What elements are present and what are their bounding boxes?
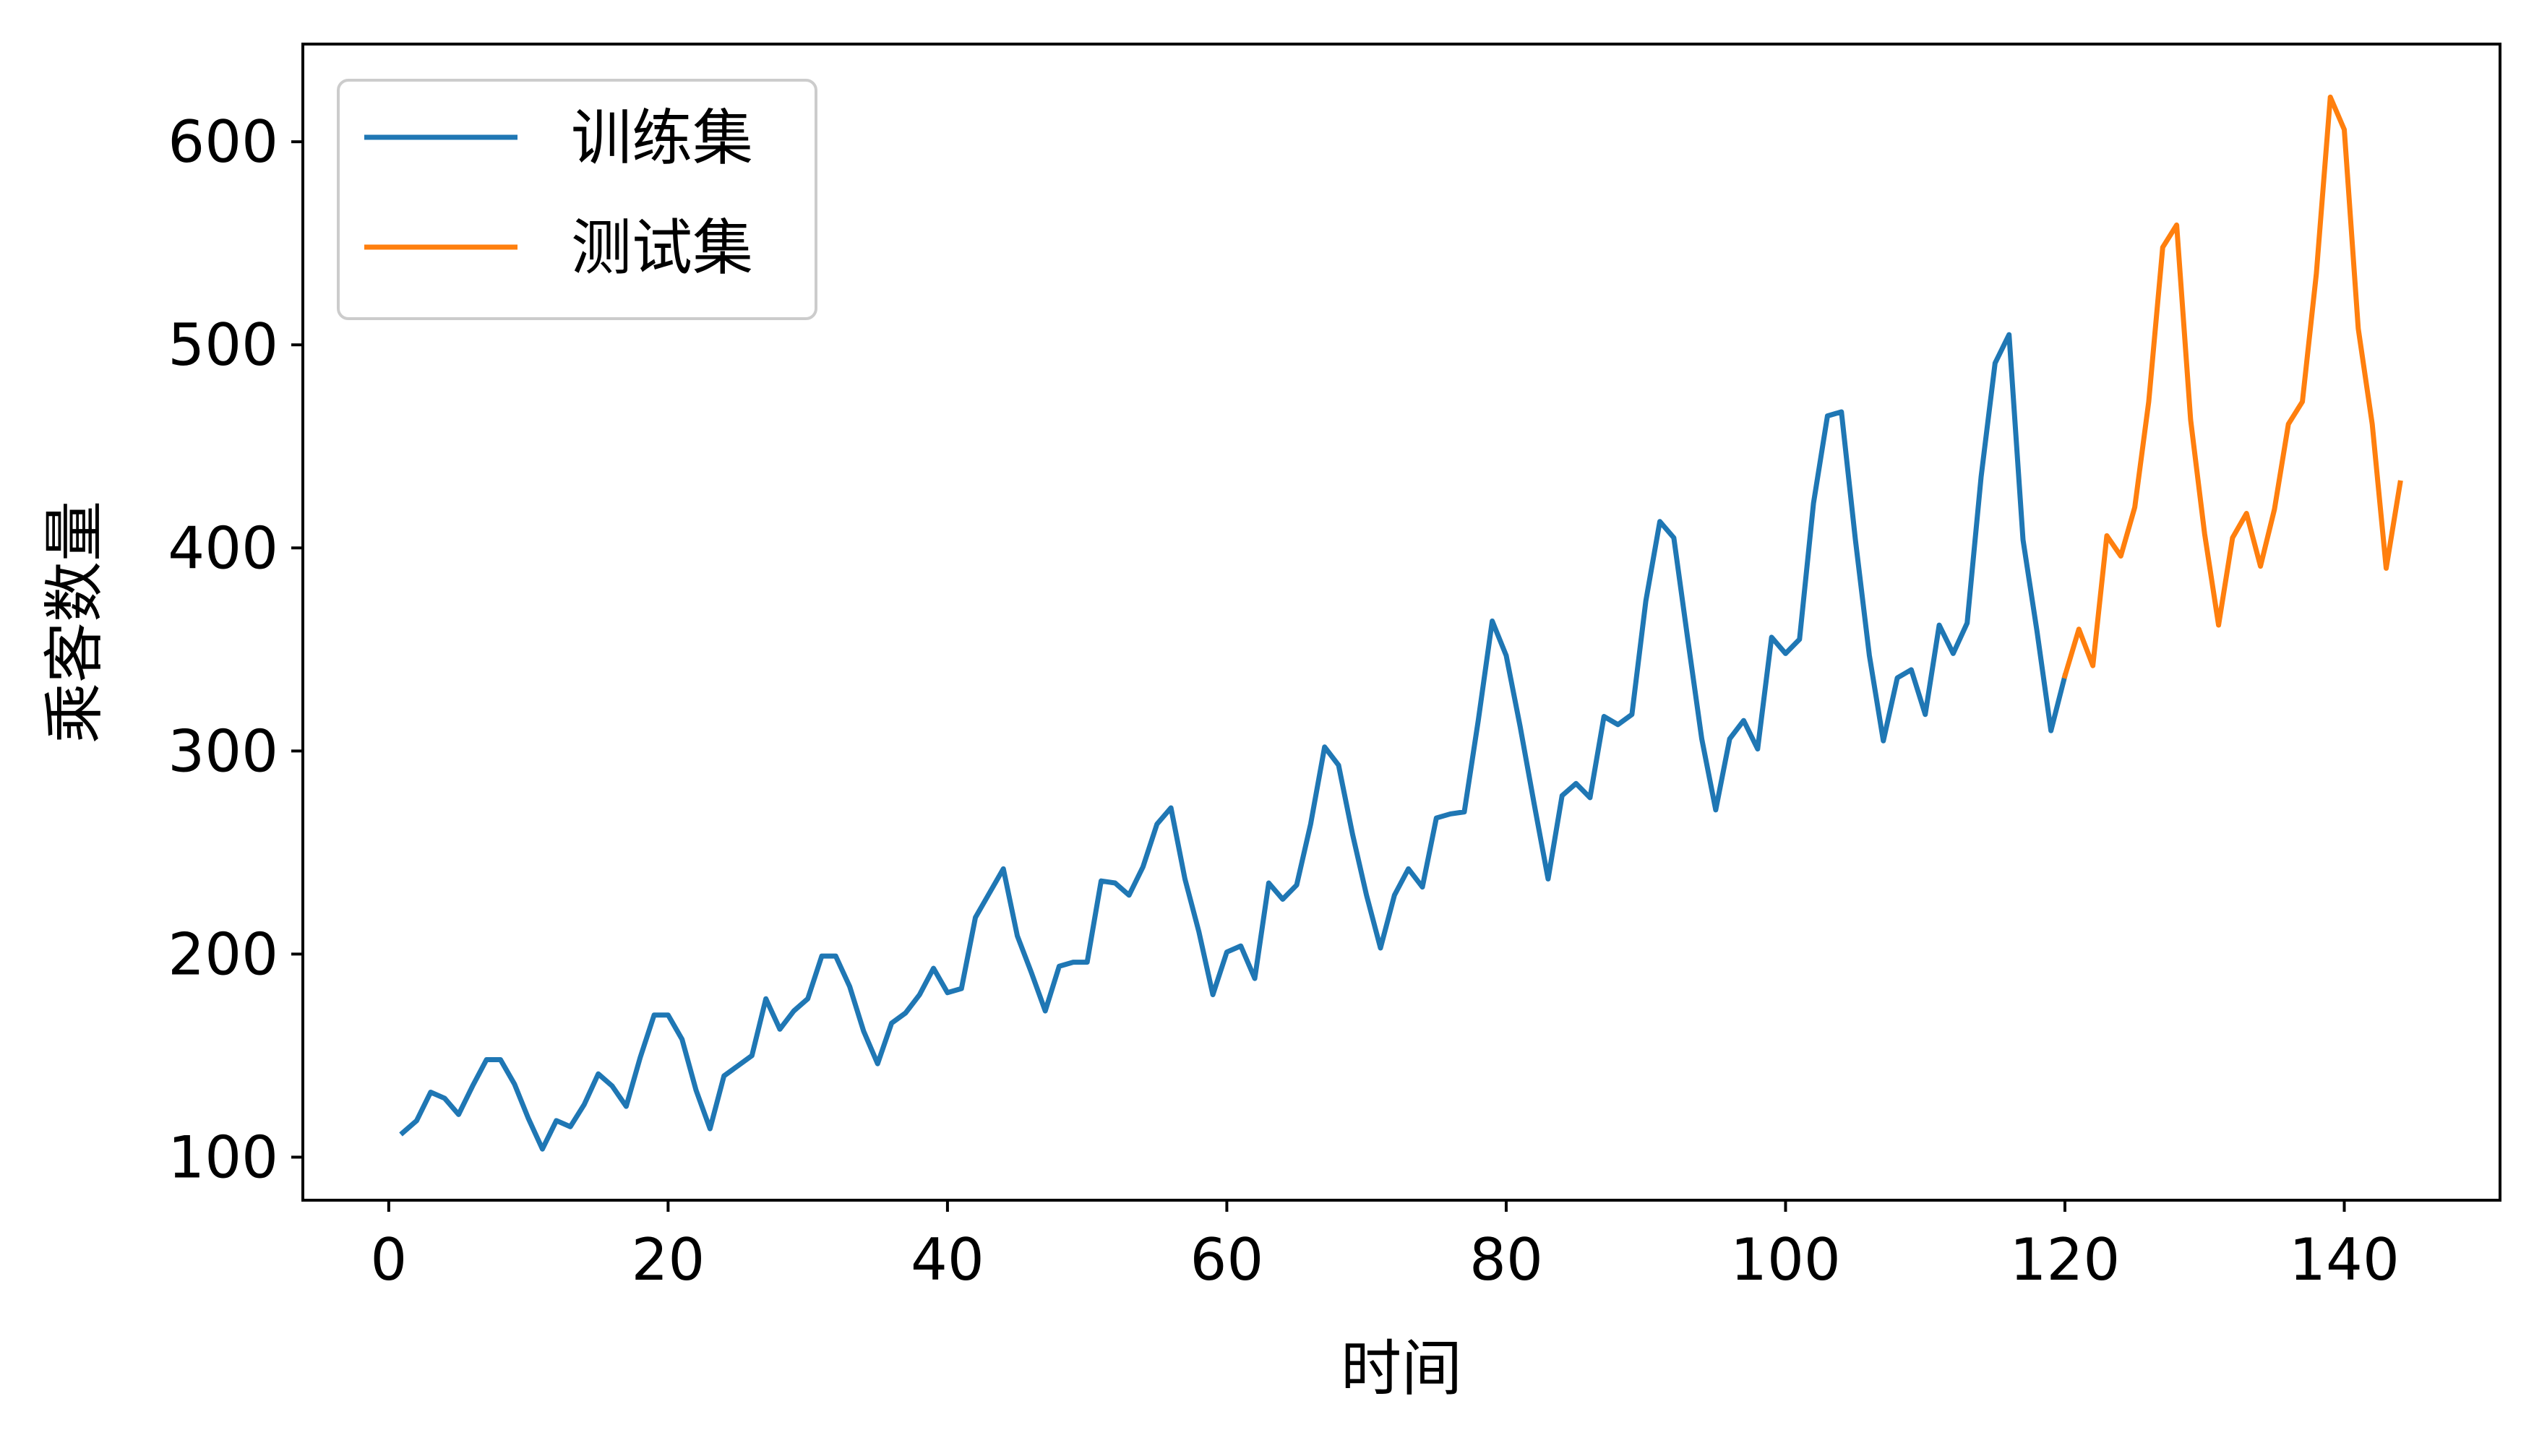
series-line-train <box>399 332 2069 1152</box>
series-layer <box>399 94 2403 1152</box>
x-tick-label: 60 <box>1190 1226 1264 1293</box>
legend-label-train: 训练集 <box>571 103 753 173</box>
y-tick-label: 300 <box>168 718 278 785</box>
y-tick-label: 600 <box>168 108 278 176</box>
x-tick-label: 20 <box>631 1226 705 1293</box>
x-axis: 0 20 40 60 80 100 120 140 <box>370 1200 2400 1293</box>
y-axis-label: 乘客数量 <box>39 501 110 744</box>
x-tick-label: 40 <box>911 1226 984 1293</box>
x-tick-label: 0 <box>370 1226 407 1293</box>
y-tick-label: 200 <box>168 921 278 988</box>
legend: 训练集 测试集 <box>337 79 817 320</box>
plot-frame <box>301 43 2501 1202</box>
legend-label-test: 测试集 <box>571 212 753 283</box>
x-tick-label: 120 <box>2010 1226 2121 1293</box>
y-axis: 100 200 300 400 500 600 <box>168 108 303 1191</box>
y-tick-label: 500 <box>168 311 278 379</box>
x-axis-label: 时间 <box>1341 1333 1462 1404</box>
y-tick-label: 100 <box>168 1124 278 1191</box>
x-tick-label: 140 <box>2289 1226 2400 1293</box>
x-tick-label: 80 <box>1469 1226 1543 1293</box>
y-tick-label: 400 <box>168 514 278 582</box>
x-tick-label: 100 <box>1730 1226 1841 1293</box>
series-line-test <box>2061 94 2403 679</box>
